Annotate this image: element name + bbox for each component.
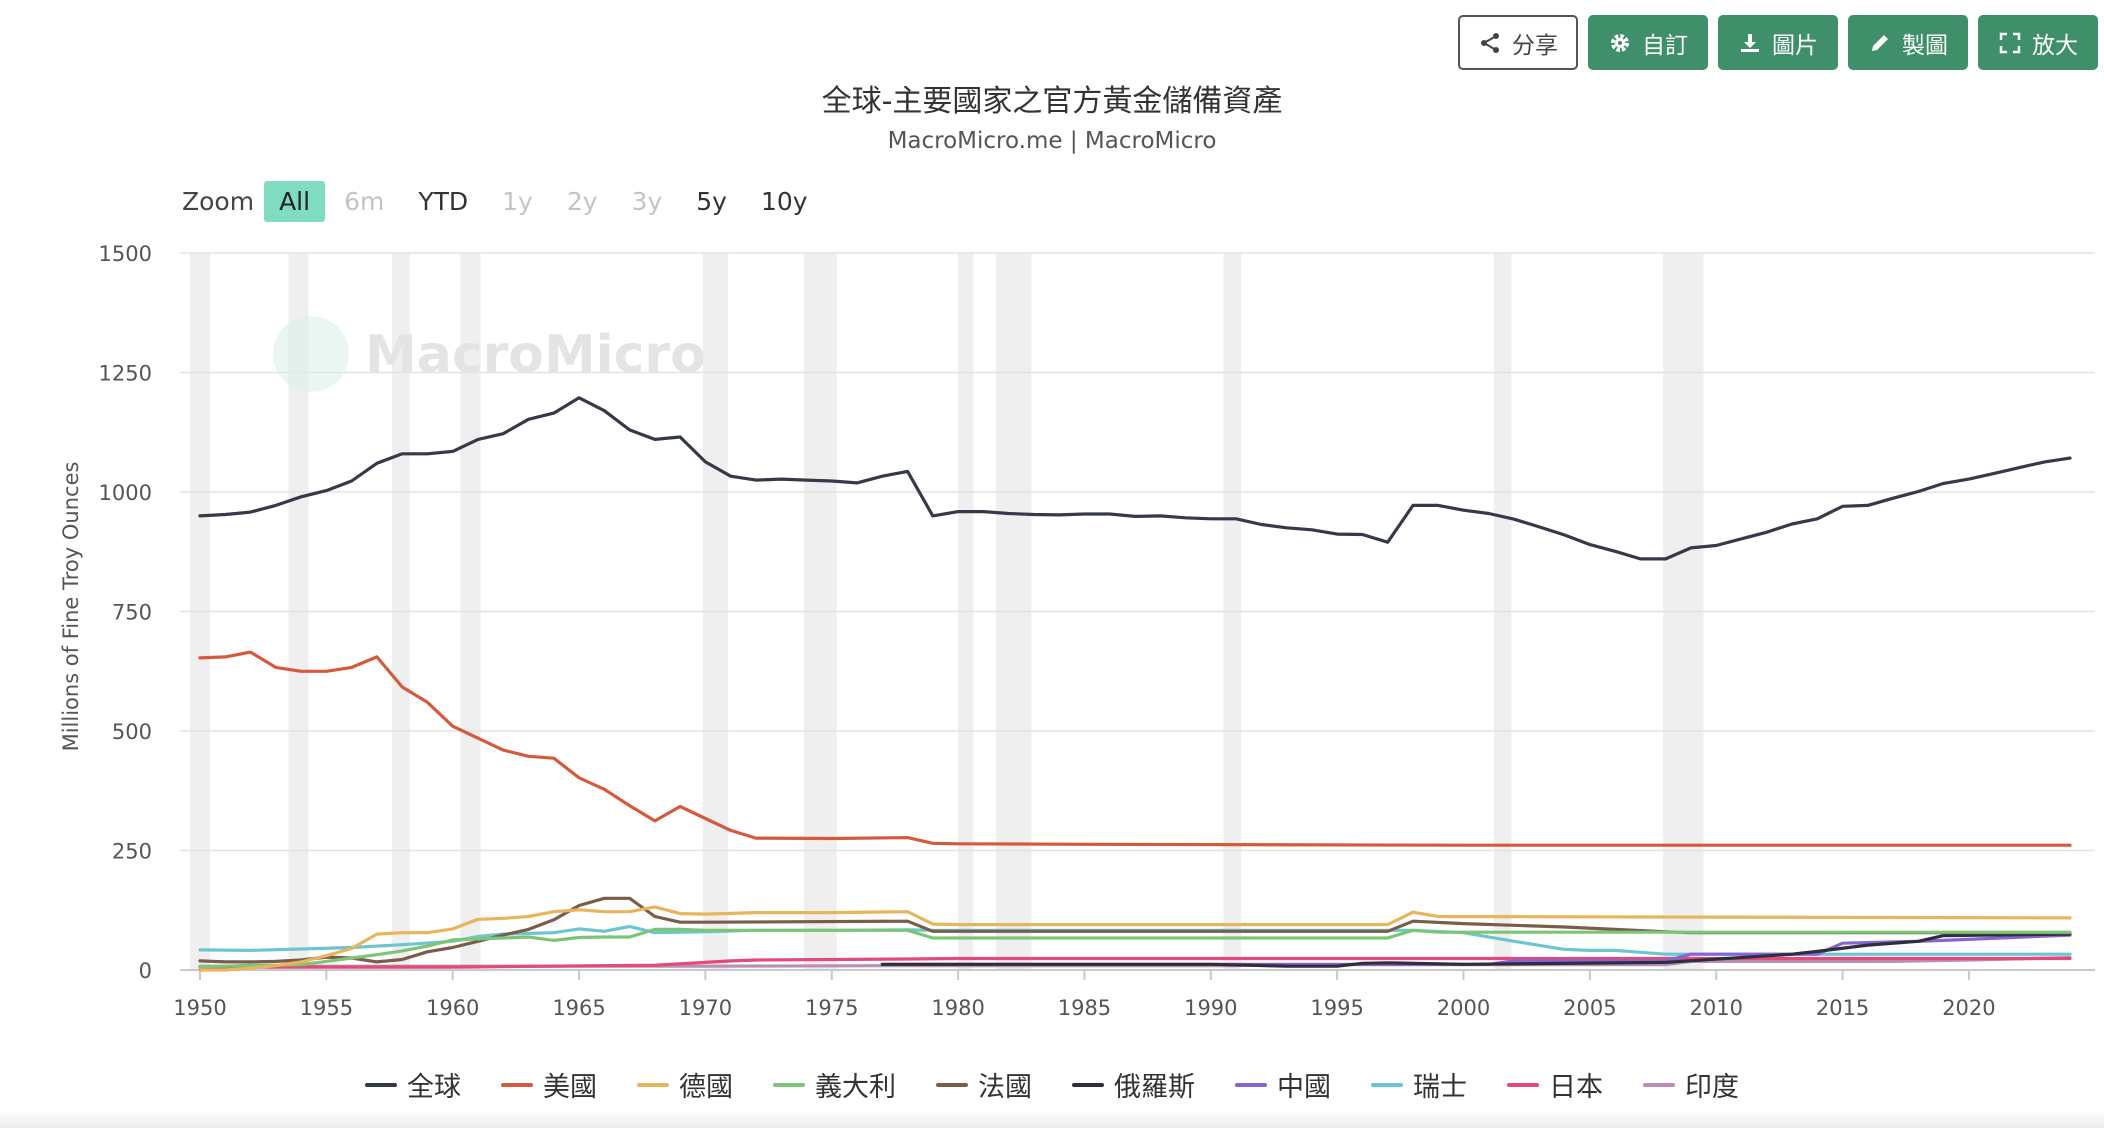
legend-label: 瑞士 bbox=[1413, 1072, 1467, 1103]
legend-swatch bbox=[365, 1082, 397, 1087]
legend: 全球 美國 德國 義大利 法國 俄羅斯 中國 瑞士 日本 印度 bbox=[0, 1065, 2104, 1104]
legend-swatch bbox=[936, 1082, 968, 1087]
legend-item[interactable]: 義大利 bbox=[773, 1065, 896, 1104]
legend-item[interactable]: 俄羅斯 bbox=[1072, 1065, 1195, 1104]
x-tick-label: 2000 bbox=[1437, 996, 1490, 1020]
legend-swatch bbox=[1507, 1082, 1539, 1087]
legend-swatch bbox=[1371, 1082, 1403, 1087]
x-tick-label: 1995 bbox=[1310, 996, 1363, 1020]
legend-label: 中國 bbox=[1277, 1072, 1331, 1103]
legend-label: 印度 bbox=[1685, 1072, 1739, 1103]
legend-item[interactable]: 美國 bbox=[501, 1065, 597, 1104]
share-icon bbox=[1481, 32, 1499, 53]
x-tick-label: 1965 bbox=[552, 996, 605, 1020]
legend-swatch bbox=[773, 1082, 805, 1087]
bottom-fade bbox=[0, 1110, 2104, 1128]
x-tick-label: 1950 bbox=[173, 996, 226, 1020]
watermark-text: MacroMicro bbox=[365, 325, 706, 385]
pencil-icon bbox=[1872, 34, 1888, 51]
legend-label: 日本 bbox=[1549, 1072, 1603, 1103]
x-tick-label: 1980 bbox=[931, 996, 984, 1020]
y-tick-label: 1000 bbox=[99, 481, 152, 505]
line-chart: 0 250 500 750 1000 1250 1500 MacroMicro 1950 1955… bbox=[59, 242, 2095, 1020]
make-label: 製圖 bbox=[1902, 32, 1948, 59]
series-line bbox=[198, 905, 2072, 972]
series-line bbox=[198, 396, 2072, 561]
chart-subtitle: MacroMicro.me | MacroMicro bbox=[887, 128, 1217, 154]
watermark-logo bbox=[273, 316, 349, 392]
custom-label: 自訂 bbox=[1642, 32, 1688, 59]
share-label: 分享 bbox=[1512, 32, 1558, 59]
legend-item[interactable]: 日本 bbox=[1507, 1065, 1603, 1104]
y-tick-label: 750 bbox=[112, 601, 152, 625]
series-line bbox=[880, 932, 2072, 968]
x-tick-label: 1970 bbox=[679, 996, 732, 1020]
zoom-all-button[interactable]: All bbox=[264, 181, 326, 222]
legend-item[interactable]: 德國 bbox=[637, 1065, 733, 1104]
y-tick-label: 500 bbox=[112, 720, 152, 744]
zoom-6m-button[interactable]: 6m bbox=[344, 187, 385, 216]
gear-icon bbox=[1611, 33, 1629, 52]
legend-item[interactable]: 全球 bbox=[365, 1065, 461, 1104]
expand-button[interactable]: 放大 bbox=[1978, 15, 2098, 70]
toolbar: 分享 自訂 圖片 製圖 放大 bbox=[1458, 15, 2098, 70]
x-tick-label: 2010 bbox=[1689, 996, 1742, 1020]
legend-label: 義大利 bbox=[815, 1072, 896, 1103]
y-axis-title: Millions of Fine Troy Ounces bbox=[59, 462, 83, 752]
zoom-3y-button[interactable]: 3y bbox=[631, 187, 663, 216]
legend-item[interactable]: 中國 bbox=[1235, 1065, 1331, 1104]
image-label: 圖片 bbox=[1772, 32, 1818, 59]
share-button[interactable]: 分享 bbox=[1458, 15, 1578, 70]
x-tick-label: 1990 bbox=[1184, 996, 1237, 1020]
make-chart-button[interactable]: 製圖 bbox=[1848, 15, 1968, 70]
x-tick-label: 2005 bbox=[1563, 996, 1616, 1020]
y-tick-label: 1500 bbox=[99, 242, 152, 266]
expand-icon bbox=[1999, 32, 2021, 53]
download-image-button[interactable]: 圖片 bbox=[1718, 15, 1838, 70]
zoom-ytd-button[interactable]: YTD bbox=[418, 187, 469, 216]
x-tick-label: 2015 bbox=[1816, 996, 1869, 1020]
zoom-10y-button[interactable]: 10y bbox=[760, 187, 808, 216]
download-icon bbox=[1741, 33, 1759, 52]
legend-swatch bbox=[501, 1082, 533, 1087]
legend-swatch bbox=[1643, 1082, 1675, 1087]
legend-item[interactable]: 法國 bbox=[936, 1065, 1032, 1104]
custom-button[interactable]: 自訂 bbox=[1588, 15, 1708, 70]
zoom-label: Zoom bbox=[182, 187, 255, 216]
x-tick-label: 2020 bbox=[1942, 996, 1995, 1020]
x-tick-label: 1960 bbox=[426, 996, 479, 1020]
expand-label: 放大 bbox=[2032, 32, 2078, 59]
zoom-2y-button[interactable]: 2y bbox=[566, 187, 598, 216]
zoom-bar: Zoom All 6m YTD 1y 2y 3y 5y 10y bbox=[182, 181, 827, 222]
legend-swatch bbox=[1235, 1082, 1267, 1087]
zoom-5y-button[interactable]: 5y bbox=[696, 187, 727, 216]
y-tick-label: 0 bbox=[139, 959, 152, 983]
legend-label: 德國 bbox=[679, 1072, 733, 1103]
series-line bbox=[198, 956, 2072, 969]
legend-swatch bbox=[1072, 1082, 1104, 1087]
legend-label: 俄羅斯 bbox=[1114, 1072, 1195, 1103]
x-tick-label: 1955 bbox=[300, 996, 353, 1020]
x-tick-label: 1975 bbox=[805, 996, 858, 1020]
legend-label: 美國 bbox=[543, 1072, 597, 1103]
chart-title: 全球-主要國家之官方黃金儲備資產 bbox=[821, 84, 1283, 119]
y-tick-label: 250 bbox=[112, 840, 152, 864]
legend-swatch bbox=[637, 1082, 669, 1087]
series-line bbox=[198, 927, 2072, 969]
legend-label: 法國 bbox=[978, 1072, 1032, 1103]
watermark-icon bbox=[273, 316, 349, 392]
y-tick-label: 1250 bbox=[99, 362, 152, 386]
legend-label: 全球 bbox=[407, 1072, 461, 1103]
zoom-1y-button[interactable]: 1y bbox=[502, 187, 533, 216]
legend-item[interactable]: 印度 bbox=[1643, 1065, 1739, 1104]
legend-item[interactable]: 瑞士 bbox=[1371, 1065, 1467, 1104]
series-line bbox=[198, 650, 2072, 847]
x-tick-label: 1985 bbox=[1058, 996, 1111, 1020]
